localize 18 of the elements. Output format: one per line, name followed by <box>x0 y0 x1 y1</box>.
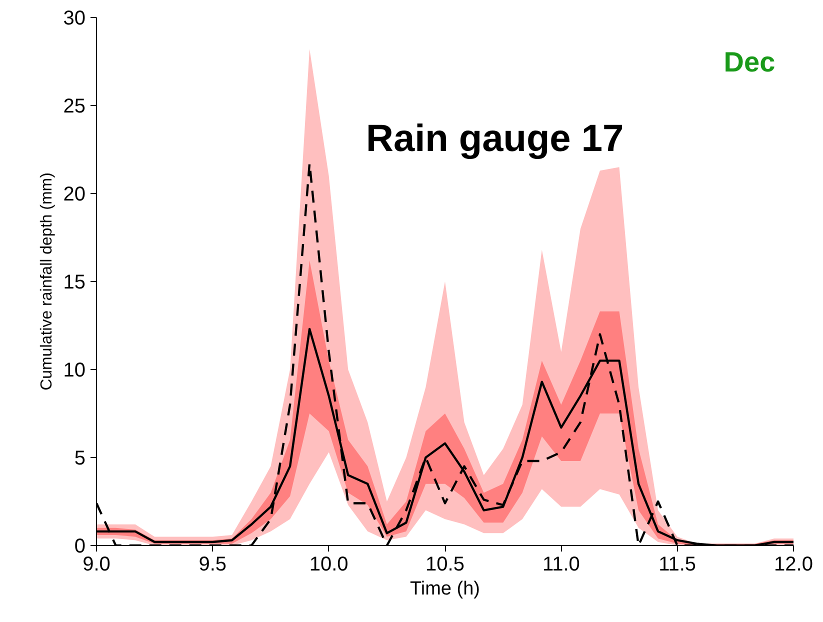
y-tick-label: 10 <box>63 360 86 382</box>
x-tick-label: 11.0 <box>542 554 580 576</box>
x-tick-label: 9.0 <box>82 554 110 576</box>
y-tick-label: 5 <box>74 448 86 470</box>
x-tick-label: 11.5 <box>658 554 696 576</box>
y-tick-label: 15 <box>63 272 86 294</box>
y-axis-title: Cumulative rainfall depth (mm) <box>38 172 56 390</box>
y-tick-label: 30 <box>63 8 86 30</box>
y-tick-label: 25 <box>63 96 86 118</box>
text: Rain gauge 17 <box>366 118 624 160</box>
x-tick-label: 9.5 <box>198 554 227 576</box>
y-tick-label: 20 <box>63 184 86 206</box>
x-tick-label: 10.5 <box>426 554 464 576</box>
x-tick-label: 12.0 <box>774 554 813 576</box>
x-axis-title: Time (h) <box>410 578 480 600</box>
annotation: Dec <box>724 46 776 78</box>
y-tick-label: 0 <box>74 536 86 558</box>
x-tick-label: 10.0 <box>309 554 348 576</box>
